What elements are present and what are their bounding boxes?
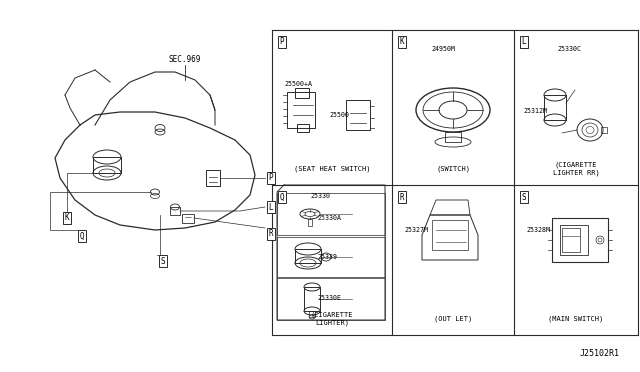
Bar bbox=[295, 249, 321, 263]
Text: S: S bbox=[522, 192, 526, 202]
Text: (SWITCH): (SWITCH) bbox=[436, 166, 470, 172]
Text: P: P bbox=[269, 173, 273, 183]
Text: K: K bbox=[65, 214, 69, 222]
Text: 25500+A: 25500+A bbox=[284, 81, 312, 87]
Bar bbox=[562, 228, 580, 252]
Text: (CIGARETTE
LIGHTER RR): (CIGARETTE LIGHTER RR) bbox=[552, 162, 600, 176]
Text: (MAIN SWITCH): (MAIN SWITCH) bbox=[548, 316, 604, 322]
Bar bbox=[206, 170, 220, 186]
Text: 24950M: 24950M bbox=[431, 46, 455, 52]
Text: L: L bbox=[522, 38, 526, 46]
Text: 25330A: 25330A bbox=[317, 215, 342, 221]
Bar bbox=[182, 214, 194, 223]
Text: J25102R1: J25102R1 bbox=[580, 349, 620, 358]
Text: 25339: 25339 bbox=[317, 254, 338, 260]
Text: 25312M: 25312M bbox=[524, 108, 548, 113]
Text: 25500: 25500 bbox=[330, 112, 349, 118]
Text: 25330E: 25330E bbox=[317, 295, 342, 301]
Bar bbox=[544, 95, 566, 120]
Bar bbox=[304, 287, 320, 311]
Bar bbox=[170, 207, 180, 215]
Text: S: S bbox=[161, 257, 165, 266]
Text: R: R bbox=[400, 192, 404, 202]
Bar bbox=[297, 124, 309, 132]
Bar bbox=[445, 132, 461, 142]
Bar bbox=[277, 193, 385, 235]
Bar bbox=[552, 218, 608, 262]
Bar bbox=[560, 225, 588, 255]
Bar bbox=[346, 100, 370, 130]
Text: SEC.969: SEC.969 bbox=[169, 55, 201, 64]
Text: 25327M: 25327M bbox=[404, 227, 428, 233]
Text: Q: Q bbox=[80, 231, 84, 241]
Text: (CIGARETTE
LIGHTER): (CIGARETTE LIGHTER) bbox=[311, 312, 353, 326]
Text: L: L bbox=[269, 202, 273, 212]
Text: R: R bbox=[269, 230, 273, 238]
Text: P: P bbox=[280, 38, 284, 46]
Text: (OUT LET): (OUT LET) bbox=[434, 316, 472, 322]
Bar bbox=[295, 88, 309, 98]
Text: 25330C: 25330C bbox=[557, 46, 581, 52]
Text: K: K bbox=[400, 38, 404, 46]
Bar bbox=[287, 92, 315, 128]
Bar bbox=[432, 220, 468, 250]
Bar bbox=[308, 219, 312, 226]
Text: (SEAT HEAT SWITCH): (SEAT HEAT SWITCH) bbox=[294, 166, 371, 172]
Bar bbox=[309, 311, 315, 317]
Text: 25328M: 25328M bbox=[526, 227, 550, 233]
Bar bbox=[277, 237, 385, 277]
Bar bbox=[601, 127, 607, 133]
Text: 25330: 25330 bbox=[310, 192, 330, 199]
Bar bbox=[93, 157, 121, 173]
Bar bbox=[277, 278, 385, 320]
Text: Q: Q bbox=[280, 192, 284, 202]
